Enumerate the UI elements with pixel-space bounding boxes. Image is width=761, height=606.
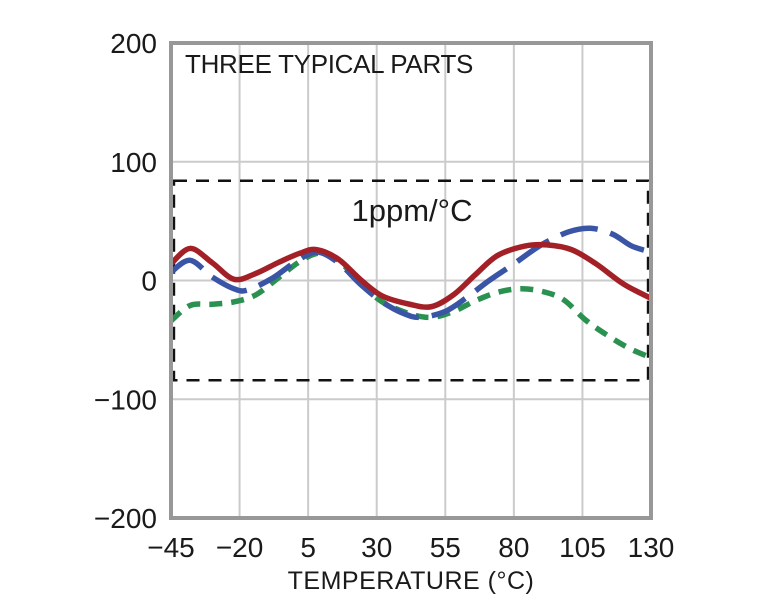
- x-tick-label: 80: [498, 532, 529, 563]
- plot-frame: [169, 41, 653, 520]
- x-tick-label: −20: [216, 532, 264, 563]
- y-tick-label: 0: [141, 266, 157, 297]
- y-tick-label: −100: [94, 384, 157, 415]
- x-tick-label: 130: [628, 532, 675, 563]
- typical-part-1-curve: [169, 241, 653, 310]
- ppm-per-degc-annotation: 1ppm/°C: [352, 193, 473, 228]
- chart-title: THREE TYPICAL PARTS: [185, 49, 473, 79]
- typical-part-3-curve: [169, 250, 653, 361]
- x-axis-tick-labels: −45 −20 5 30 55 80 105 130: [147, 532, 674, 563]
- y-axis-tick-labels: 200 100 0 −100 −200: [94, 28, 157, 534]
- typical-part-2-curve: [169, 225, 652, 321]
- x-tick-label: 30: [361, 532, 392, 563]
- x-axis-title: TEMPERATURE (°C): [288, 567, 535, 595]
- one-ppm-limit-box: [172, 179, 650, 382]
- y-tick-label: −200: [94, 503, 157, 534]
- y-tick-label: 200: [110, 28, 157, 59]
- y-tick-label: 100: [110, 147, 157, 178]
- x-tick-label: 105: [559, 532, 606, 563]
- x-tick-label: 55: [430, 532, 461, 563]
- series-curves: [169, 225, 653, 361]
- reference-box: [172, 179, 650, 382]
- x-tick-label: 5: [300, 532, 316, 563]
- gridlines: [171, 43, 651, 518]
- x-tick-label: −45: [147, 532, 195, 563]
